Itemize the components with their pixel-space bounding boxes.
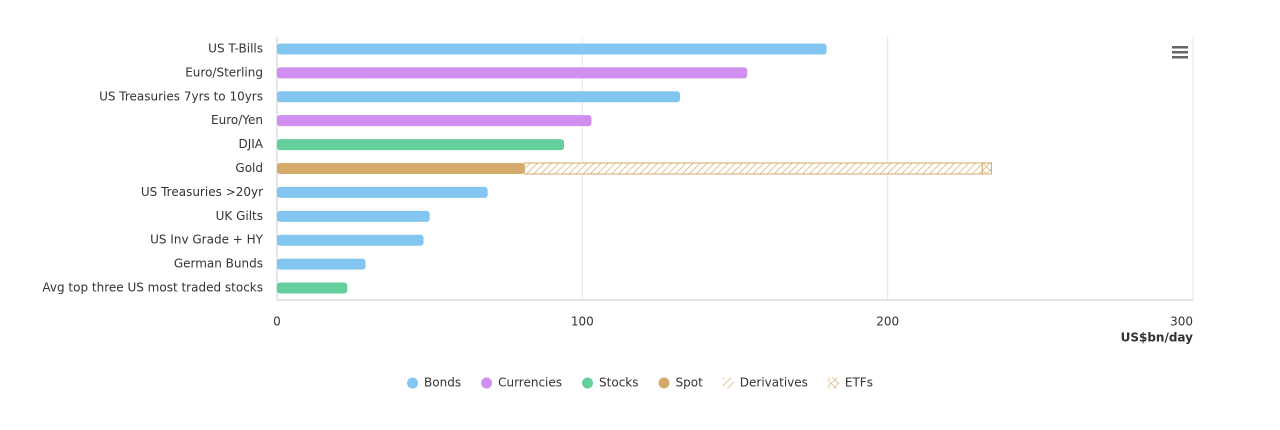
y-tick-label: Gold — [235, 161, 263, 175]
legend-swatch — [582, 377, 594, 389]
y-tick-label: UK Gilts — [216, 209, 263, 223]
y-tick-label: Euro/Yen — [211, 113, 263, 127]
y-tick-label: US Treasuries >20yr — [141, 185, 263, 199]
legend-label: Derivatives — [740, 376, 808, 390]
y-tick-label: Avg top three US most traded stocks — [42, 281, 263, 295]
legend-swatch — [722, 377, 734, 389]
legend-item[interactable]: Spot — [658, 376, 703, 390]
legend-item[interactable]: Currencies — [481, 376, 562, 390]
legend-item[interactable]: Stocks — [582, 376, 638, 390]
legend-item[interactable]: Derivatives — [722, 376, 808, 390]
x-tick-label: 0 — [273, 315, 281, 329]
bar — [277, 282, 348, 294]
bar — [277, 234, 424, 246]
legend-swatch — [827, 377, 839, 389]
bar — [277, 91, 681, 103]
y-tick-label: German Bunds — [174, 257, 263, 271]
bar — [277, 115, 592, 127]
y-tick-label: US Treasuries 7yrs to 10yrs — [99, 89, 263, 103]
bar — [277, 210, 430, 222]
y-tick-label: US T-Bills — [208, 41, 263, 55]
x-axis-title: US$bn/day — [1121, 331, 1194, 345]
x-tick-label: 300 — [1170, 315, 1193, 329]
bar — [523, 162, 983, 175]
legend: Bonds Currencies Stocks Spot Derivatives ETFs — [407, 376, 873, 390]
legend-label: Spot — [675, 376, 703, 390]
legend-item[interactable]: Bonds — [407, 376, 461, 390]
legend-label: Stocks — [599, 376, 638, 390]
legend-item[interactable]: ETFs — [827, 376, 873, 390]
bar — [277, 67, 748, 79]
y-tick-label: DJIA — [238, 137, 263, 151]
x-tick-label: 100 — [571, 315, 594, 329]
bar — [277, 186, 488, 198]
legend-label: ETFs — [845, 376, 873, 390]
legend-swatch — [658, 377, 670, 389]
menu-button[interactable] — [1172, 46, 1188, 59]
y-tick-label: Euro/Sterling — [185, 65, 263, 79]
bar — [277, 43, 827, 55]
x-tick-label: 200 — [876, 315, 899, 329]
legend-label: Currencies — [498, 376, 562, 390]
legend-label: Bonds — [424, 376, 461, 390]
legend-swatch — [407, 377, 419, 389]
bar — [277, 139, 565, 151]
y-tick-label: US Inv Grade + HY — [150, 233, 264, 247]
legend-swatch — [481, 377, 493, 389]
bar — [277, 163, 525, 174]
bar — [277, 258, 366, 270]
bar — [981, 162, 992, 175]
